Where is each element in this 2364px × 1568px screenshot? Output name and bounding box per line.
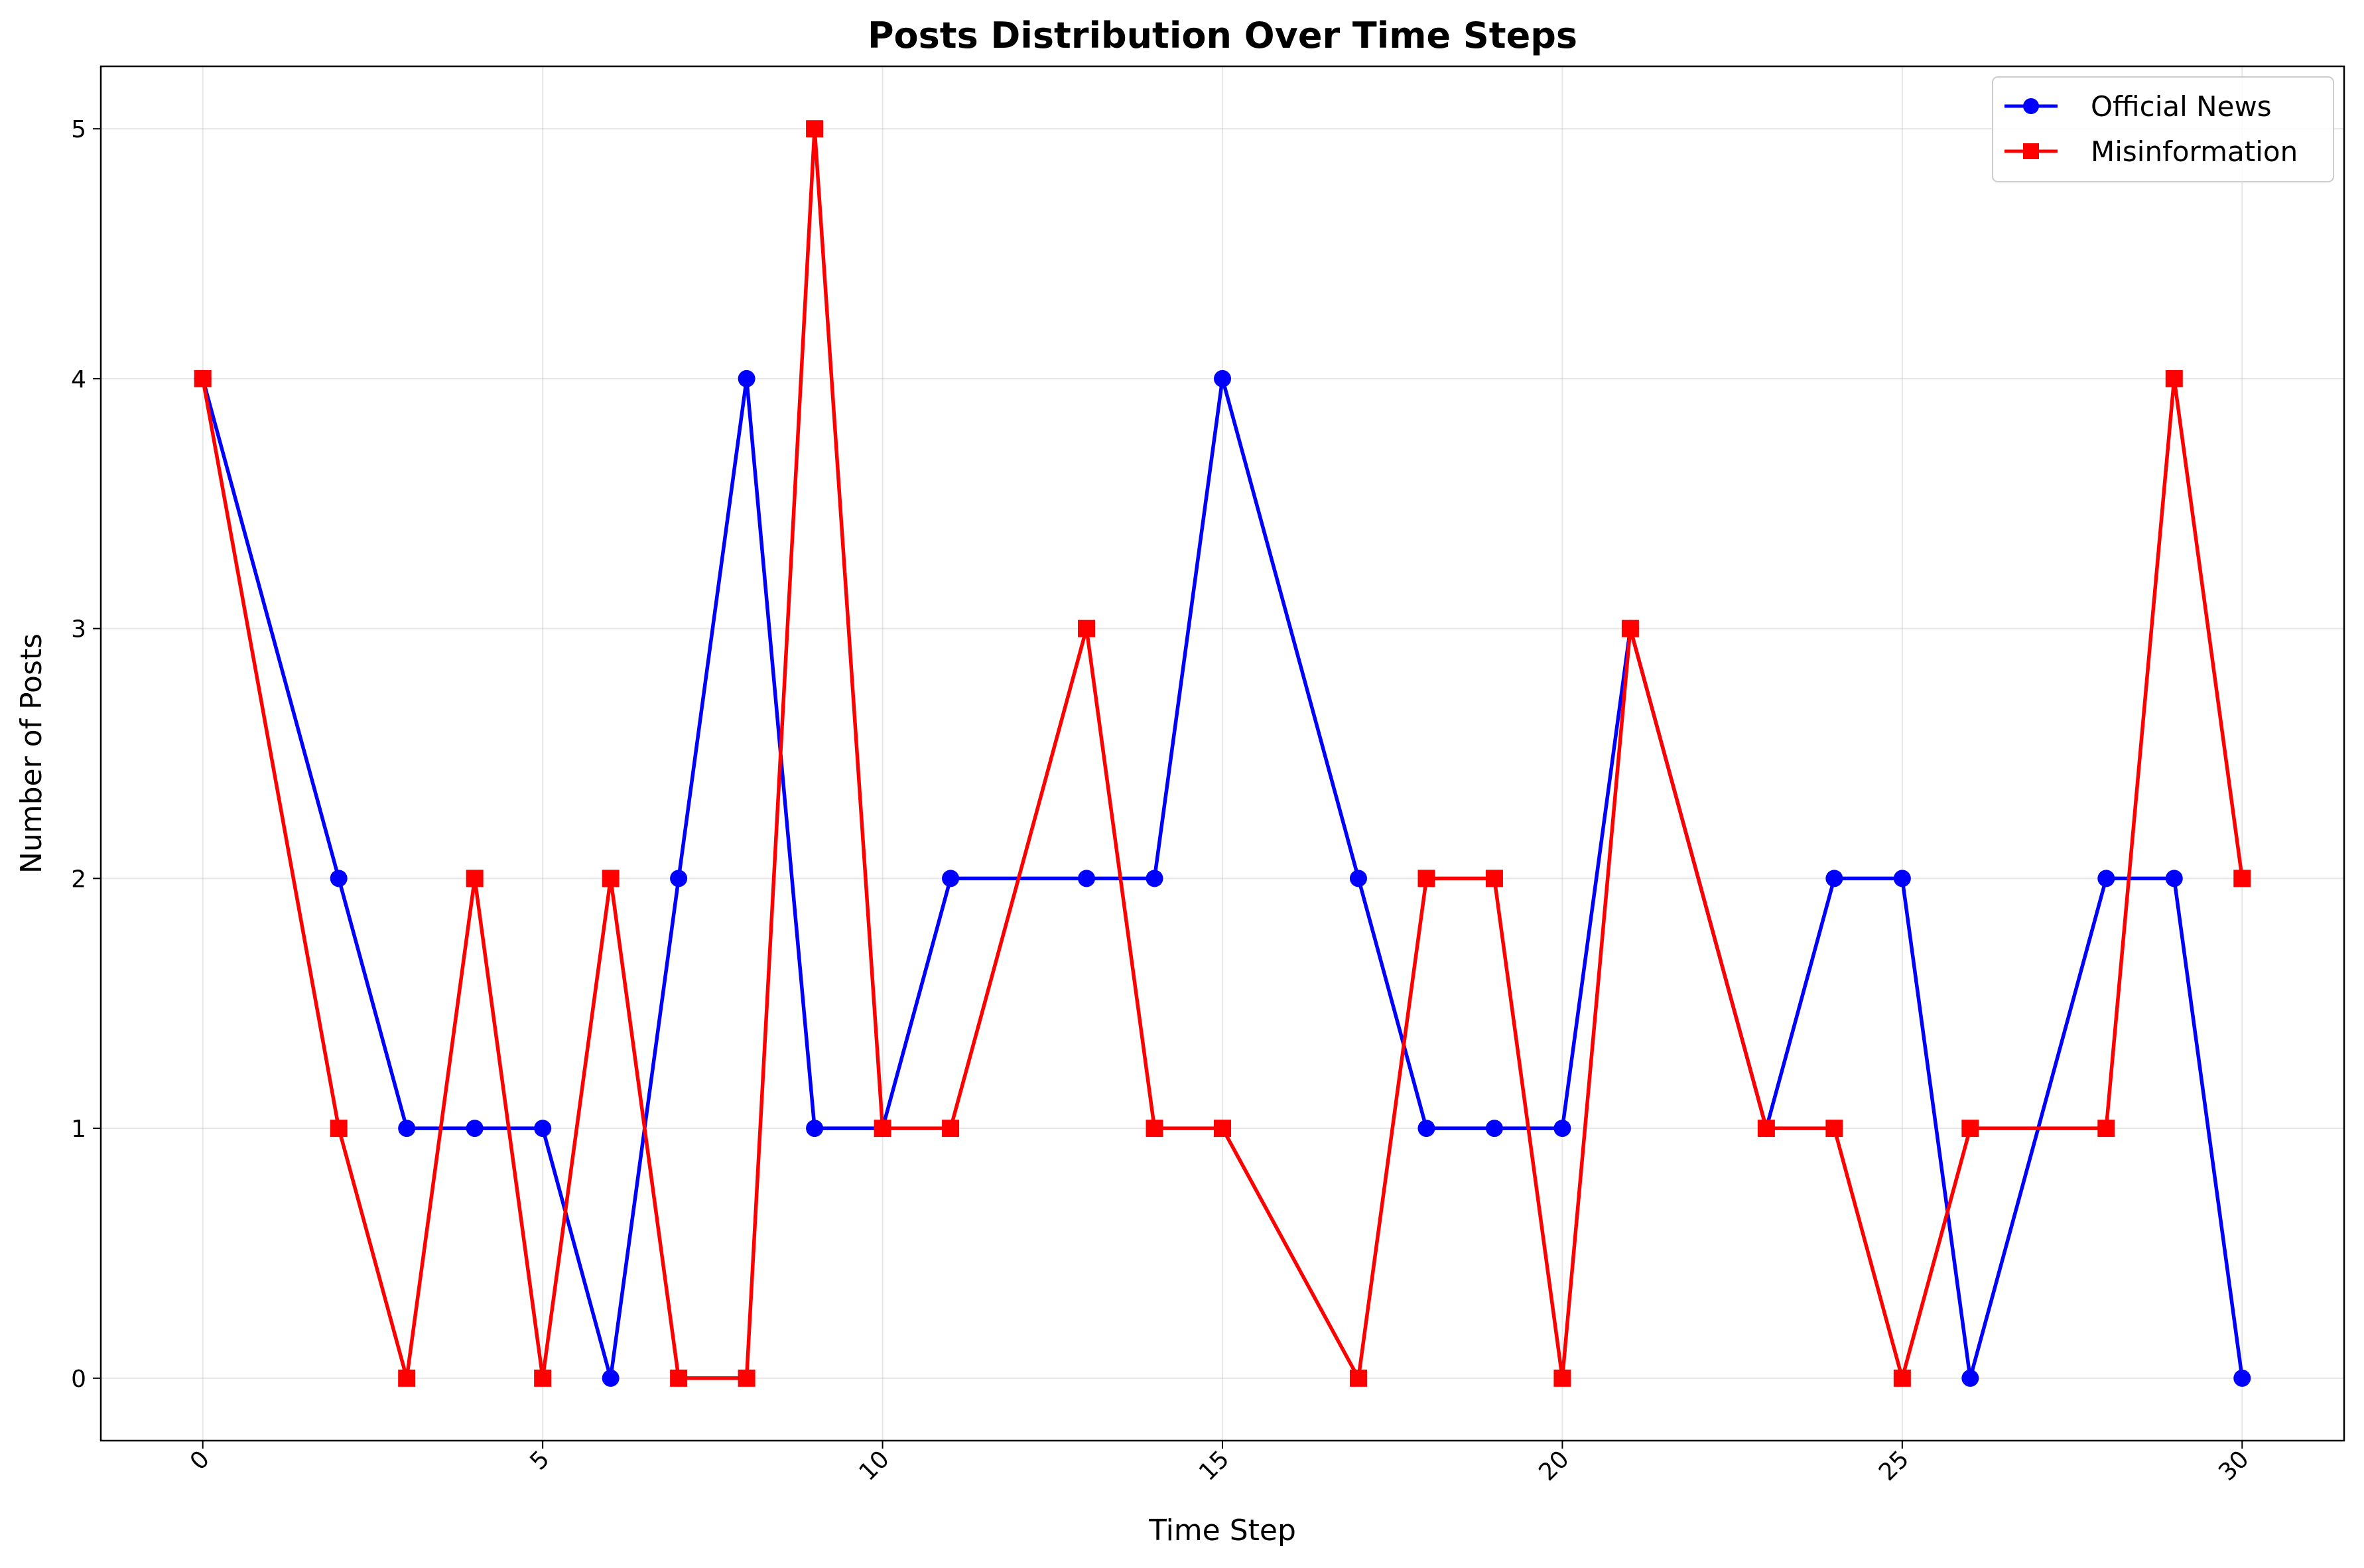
series-markers [194, 120, 2251, 1387]
data-point-official-news [2097, 870, 2115, 887]
legend-label-official-news: Official News [2091, 90, 2272, 123]
series-line-official-news [200, 377, 2245, 1380]
data-point-official-news [1078, 870, 1096, 887]
data-point-official-news [1349, 870, 1367, 887]
data-point-official-news [1214, 369, 1231, 387]
data-point-misinformation [1349, 1369, 1367, 1387]
data-point-misinformation [534, 1369, 552, 1387]
legend-label-misinformation: Misinformation [2091, 135, 2298, 168]
y-tick-label: 4 [71, 366, 86, 393]
data-point-misinformation [874, 1120, 891, 1138]
data-point-official-news [2165, 870, 2183, 887]
data-point-official-news [1485, 1120, 1503, 1138]
y-tick-label: 2 [71, 866, 86, 893]
data-point-misinformation [1146, 1120, 1163, 1138]
data-point-official-news [1146, 870, 1163, 887]
data-point-misinformation [1621, 620, 1639, 637]
chart-title: Posts Distribution Over Time Steps [868, 15, 1577, 56]
data-point-misinformation [1893, 1369, 1911, 1387]
data-point-misinformation [670, 1369, 688, 1387]
data-point-misinformation [1961, 1120, 1979, 1138]
data-point-misinformation [2097, 1120, 2115, 1138]
data-point-official-news [806, 1120, 824, 1138]
data-point-official-news [670, 870, 688, 887]
y-axis-ticks: 0 1 2 3 4 5 [71, 116, 101, 1393]
data-point-misinformation [738, 1369, 755, 1387]
data-point-official-news [942, 870, 960, 887]
data-point-official-news [738, 369, 755, 387]
data-point-misinformation [1214, 1120, 1231, 1138]
y-tick-label: 1 [71, 1116, 86, 1143]
series-line-misinformation [200, 127, 2245, 1380]
data-point-official-news [534, 1120, 552, 1138]
x-axis-label: Time Step [1148, 1514, 1296, 1547]
legend-box [1992, 76, 2334, 182]
y-tick-label: 0 [71, 1366, 86, 1393]
data-point-official-news [2233, 1369, 2251, 1387]
data-point-official-news [466, 1120, 484, 1138]
y-tick-label: 3 [71, 616, 86, 643]
data-point-misinformation [2165, 369, 2183, 387]
data-point-misinformation [1417, 870, 1435, 887]
data-point-official-news [1553, 1120, 1571, 1138]
legend-marker-official-news [2023, 98, 2039, 114]
data-point-misinformation [330, 1120, 348, 1138]
data-point-misinformation [398, 1369, 416, 1387]
y-axis-label: Number of Posts [15, 633, 48, 874]
data-point-official-news [1417, 1120, 1435, 1138]
data-point-official-news [398, 1120, 416, 1138]
data-point-misinformation [1757, 1120, 1775, 1138]
data-point-misinformation [1553, 1369, 1571, 1387]
legend: Official News Misinformation [1992, 76, 2334, 182]
data-point-misinformation [602, 870, 620, 887]
data-point-misinformation [194, 369, 212, 387]
data-point-misinformation [1825, 1120, 1843, 1138]
data-point-official-news [1961, 1369, 1979, 1387]
data-point-misinformation [1078, 620, 1096, 637]
data-point-misinformation [466, 870, 484, 887]
data-point-misinformation [942, 1120, 960, 1138]
data-point-official-news [330, 870, 348, 887]
data-point-official-news [602, 1369, 620, 1387]
data-point-misinformation [806, 120, 824, 138]
data-point-official-news [1893, 870, 1911, 887]
series-lines [200, 127, 2245, 1380]
data-point-official-news [1825, 870, 1843, 887]
y-tick-label: 5 [71, 116, 86, 143]
data-point-misinformation [2233, 870, 2251, 887]
data-point-misinformation [1485, 870, 1503, 887]
legend-marker-misinformation [2023, 143, 2039, 159]
